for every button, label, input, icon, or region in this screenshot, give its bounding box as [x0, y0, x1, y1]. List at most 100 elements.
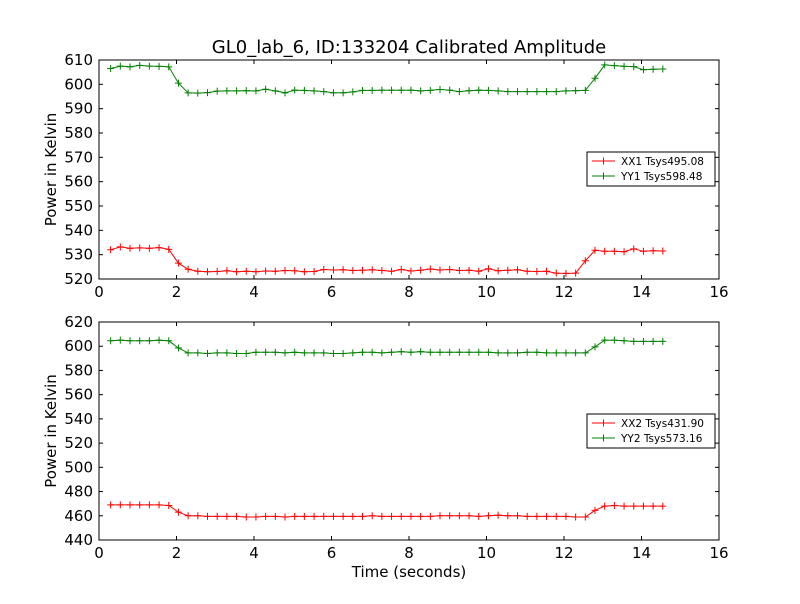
y-tick-label: 460	[64, 507, 93, 525]
data-point-marker	[107, 501, 115, 509]
data-point-marker	[397, 86, 405, 94]
data-point-marker	[581, 86, 589, 94]
data-point-marker	[514, 512, 521, 520]
data-point-marker	[591, 74, 599, 82]
y-tick-label: 590	[64, 100, 93, 118]
data-point-marker	[174, 508, 182, 516]
data-point-marker	[494, 511, 502, 519]
series-yy	[107, 61, 667, 97]
data-point-marker	[659, 247, 667, 255]
x-tick-label: 16	[709, 283, 728, 301]
data-point-marker	[165, 501, 173, 509]
data-point-marker	[388, 512, 396, 520]
x-tick-label: 6	[327, 544, 337, 562]
legend-box	[586, 413, 716, 449]
data-point-marker	[659, 337, 667, 345]
top-chart-panel: GL0_lab_6, ID:133204 Calibrated Amplitud…	[42, 37, 729, 301]
data-point-marker	[417, 512, 425, 520]
data-point-marker	[639, 502, 647, 510]
data-point-marker	[426, 512, 434, 520]
data-point-marker	[165, 337, 173, 345]
data-point-marker	[329, 349, 337, 357]
data-point-marker	[252, 348, 260, 356]
x-tick-label: 10	[477, 283, 496, 301]
data-point-marker	[329, 266, 337, 274]
data-point-marker	[136, 61, 144, 69]
y-tick-label: 580	[64, 124, 93, 142]
data-point-marker	[281, 349, 289, 357]
data-point-marker	[242, 513, 250, 521]
x-tick-label: 16	[709, 544, 728, 562]
data-point-marker	[281, 513, 289, 521]
data-point-marker	[504, 88, 512, 96]
x-tick-label: 8	[404, 283, 414, 301]
data-point-marker	[610, 247, 618, 255]
data-point-marker	[107, 337, 115, 345]
data-point-marker	[533, 348, 541, 356]
data-point-marker	[378, 349, 386, 357]
data-point-marker	[339, 349, 347, 357]
data-point-marker	[426, 86, 434, 94]
data-point-marker	[572, 269, 580, 277]
data-point-marker	[630, 337, 638, 345]
data-point-marker	[484, 348, 492, 356]
data-point-marker	[523, 267, 531, 275]
data-point-marker	[484, 86, 492, 94]
data-point-marker	[213, 349, 221, 357]
legend-swatch-marker	[600, 434, 607, 442]
data-point-marker	[455, 348, 463, 356]
data-point-marker	[233, 512, 241, 520]
data-point-marker	[204, 89, 211, 97]
data-point-marker	[446, 86, 454, 94]
y-tick-label: 540	[64, 410, 93, 428]
data-point-marker	[494, 267, 502, 275]
data-point-marker	[436, 85, 444, 93]
legend-label: YY1 Tsys598.48	[620, 171, 702, 183]
data-point-marker	[562, 349, 570, 357]
data-point-marker	[504, 512, 512, 520]
data-point-marker	[300, 512, 308, 520]
data-point-marker	[223, 267, 231, 275]
data-point-marker	[572, 349, 580, 357]
data-point-marker	[417, 87, 425, 95]
data-point-marker	[126, 337, 134, 345]
y-tick-label: 480	[64, 483, 93, 501]
data-point-marker	[291, 267, 299, 275]
data-point-marker	[194, 349, 202, 357]
data-point-marker	[533, 267, 541, 275]
data-point-marker	[639, 337, 647, 345]
data-point-marker	[484, 512, 492, 520]
data-point-marker	[155, 62, 163, 70]
data-point-marker	[610, 62, 618, 70]
data-point-marker	[320, 349, 328, 357]
data-point-marker	[494, 349, 502, 357]
data-point-marker	[107, 65, 115, 73]
data-point-marker	[194, 512, 202, 520]
data-point-marker	[446, 348, 454, 356]
data-point-marker	[601, 336, 609, 344]
data-point-marker	[388, 348, 396, 356]
data-point-marker	[620, 62, 628, 70]
data-point-marker	[610, 336, 618, 344]
y-tick-label: 610	[64, 51, 93, 69]
legend-swatch-marker	[600, 172, 607, 180]
data-point-marker	[145, 501, 153, 509]
data-point-marker	[349, 266, 357, 274]
data-point-marker	[349, 512, 357, 520]
y-tick-label: 580	[64, 361, 93, 379]
data-point-marker	[581, 513, 589, 521]
data-point-marker	[291, 86, 299, 94]
data-point-marker	[465, 266, 473, 274]
legend: XX2 Tsys431.90 YY2 Tsys573.16	[586, 413, 716, 449]
y-tick-label: 560	[64, 386, 93, 404]
data-point-marker	[116, 62, 124, 70]
data-point-marker	[436, 348, 444, 356]
data-point-marker	[155, 244, 163, 252]
data-point-marker	[455, 266, 463, 274]
data-point-marker	[262, 512, 270, 520]
data-point-marker	[601, 502, 609, 510]
data-point-marker	[620, 248, 628, 256]
data-point-marker	[552, 349, 560, 357]
data-point-marker	[465, 87, 473, 95]
